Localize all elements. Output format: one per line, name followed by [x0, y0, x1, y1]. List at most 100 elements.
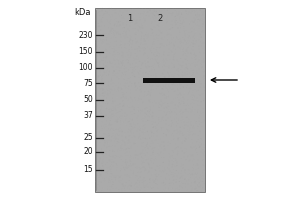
Point	[151, 126, 155, 129]
Point	[187, 87, 192, 90]
Point	[134, 154, 138, 157]
Point	[179, 44, 184, 47]
Point	[110, 14, 115, 18]
Point	[139, 186, 144, 190]
Point	[187, 21, 192, 24]
Point	[188, 126, 192, 130]
Point	[198, 150, 203, 153]
Point	[144, 120, 148, 123]
Point	[159, 42, 164, 45]
Point	[168, 28, 172, 31]
Point	[144, 76, 148, 79]
Point	[183, 108, 188, 111]
Point	[183, 139, 188, 142]
Point	[114, 93, 119, 96]
Point	[190, 173, 194, 176]
Point	[116, 59, 121, 62]
Point	[193, 172, 197, 175]
Point	[198, 62, 203, 65]
Point	[125, 56, 130, 59]
Point	[179, 115, 184, 119]
Point	[106, 127, 111, 131]
Point	[165, 53, 170, 56]
Point	[146, 158, 151, 161]
Point	[156, 10, 161, 13]
Point	[107, 20, 112, 23]
Point	[123, 136, 128, 139]
Point	[129, 145, 134, 148]
Point	[161, 161, 166, 164]
Point	[161, 123, 166, 126]
Point	[169, 13, 174, 17]
Point	[169, 125, 174, 129]
Point	[133, 11, 138, 14]
Point	[130, 125, 134, 128]
Point	[116, 82, 121, 85]
Point	[143, 62, 148, 65]
Point	[98, 174, 103, 177]
Point	[152, 8, 157, 11]
Point	[126, 28, 131, 31]
Point	[103, 49, 108, 52]
Point	[166, 54, 171, 57]
Point	[160, 60, 165, 64]
Point	[128, 21, 132, 24]
Point	[149, 27, 154, 30]
Point	[169, 122, 174, 125]
Point	[133, 86, 137, 89]
Point	[121, 98, 125, 101]
Point	[115, 120, 120, 123]
Point	[104, 55, 109, 58]
Point	[164, 113, 169, 116]
Point	[191, 171, 196, 174]
Point	[101, 173, 106, 177]
Point	[103, 9, 108, 13]
Point	[111, 120, 116, 123]
Point	[177, 176, 182, 179]
Point	[183, 58, 188, 61]
Point	[182, 38, 187, 41]
Point	[184, 57, 189, 60]
Point	[163, 9, 167, 12]
Point	[146, 81, 150, 84]
Point	[162, 156, 167, 159]
Point	[107, 163, 112, 166]
Point	[157, 15, 162, 19]
Point	[98, 157, 103, 161]
Point	[156, 173, 161, 176]
Point	[174, 181, 178, 184]
Point	[115, 31, 120, 35]
Point	[137, 181, 142, 184]
Point	[130, 46, 135, 49]
Point	[127, 59, 132, 62]
Point	[174, 178, 178, 181]
Point	[181, 47, 186, 50]
Point	[113, 36, 118, 39]
Point	[143, 179, 148, 182]
Point	[181, 74, 186, 77]
Point	[110, 82, 115, 85]
Point	[118, 154, 123, 157]
Point	[166, 11, 171, 15]
Point	[143, 65, 148, 68]
Point	[108, 61, 113, 64]
Point	[142, 34, 146, 38]
Point	[139, 152, 143, 155]
Point	[156, 24, 161, 27]
Point	[122, 166, 126, 169]
Point	[116, 46, 121, 49]
Point	[99, 61, 104, 65]
Point	[200, 54, 205, 57]
Point	[190, 75, 195, 78]
Point	[198, 110, 203, 113]
Point	[118, 174, 123, 177]
Point	[138, 19, 142, 22]
Point	[170, 138, 175, 141]
Point	[162, 36, 167, 39]
Point	[161, 111, 166, 115]
Point	[176, 190, 180, 193]
Point	[139, 178, 143, 182]
Point	[202, 21, 207, 24]
Point	[173, 128, 178, 132]
Point	[93, 184, 98, 187]
